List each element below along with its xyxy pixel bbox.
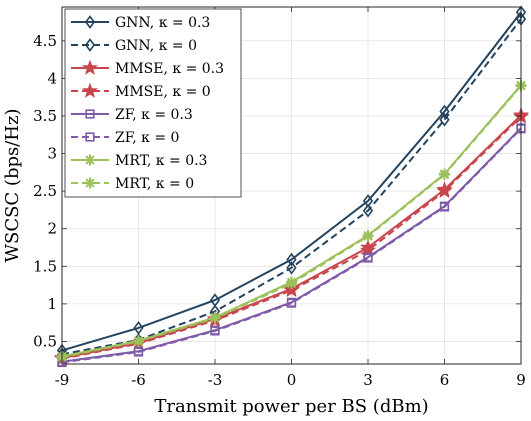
x-tick-label: 9 [516,371,526,389]
legend-box [64,8,242,198]
y-tick-label: 2.5 [33,182,57,200]
data-point [439,202,450,212]
y-tick-label: 3 [47,145,57,163]
data-point [439,169,450,181]
legend-marker [85,109,95,119]
data-point [363,253,373,263]
legend-marker [84,177,96,189]
legend-label: MRT, κ = 0 [115,176,194,192]
x-tick-label: 0 [287,371,297,389]
plot-series [53,5,530,368]
legend-marker [84,15,96,29]
legend-label: GNN, κ = 0 [115,38,197,54]
legend-label: GNN, κ = 0.3 [115,15,210,31]
x-tick-label: -6 [131,371,146,389]
legend-label: MMSE, κ = 0 [115,84,211,100]
data-point [133,347,144,357]
y-tick-label: 1 [47,295,57,313]
x-tick-label: -9 [55,371,70,389]
y-tick-label: 4 [47,69,57,87]
y-tick-label: 4.5 [33,32,57,50]
y-tick-label: 0.5 [33,332,57,350]
y-tick-label: 1.5 [33,257,57,275]
series-line [61,11,522,352]
data-point [439,112,450,127]
data-point [283,281,300,298]
legend-label: MRT, κ = 0.3 [115,153,207,169]
x-tick-label: -3 [208,371,223,389]
data-point [436,182,453,198]
series-line [61,128,522,364]
data-point [209,312,221,324]
data-point [286,278,297,290]
data-point [286,298,297,308]
x-axis-label: Transmit power per BS (dBm) [154,396,428,417]
legend-marker [84,154,96,166]
x-tick-label: 3 [363,371,373,389]
legend-item: MRT, κ = 0 [71,176,194,192]
x-tick-label: 6 [440,371,450,389]
data-point [439,104,450,119]
legend-item: GNN, κ = 0 [71,38,197,54]
legend-marker [81,59,99,75]
data-point [286,260,297,275]
data-point [210,326,220,336]
legend-item: MMSE, κ = 0 [71,82,211,100]
legend-item: GNN, κ = 0.3 [71,15,210,31]
legend-marker [84,38,96,52]
legend-item: MRT, κ = 0.3 [71,153,207,169]
y-axis-label: WSCSC (bps/Hz) [2,108,23,262]
legend-label: ZF, κ = 0.3 [115,107,193,123]
axis-ticks: -9 -6 -3 0 3 6 9 0.5 1 1.5 2 2.5 3 3.5 4 4.5 [33,7,526,389]
legend-item: MMSE, κ = 0.3 [71,59,224,77]
legend-item: ZF, κ = 0 [71,130,179,146]
y-tick-label: 3.5 [33,107,57,125]
data-point [362,230,374,242]
data-point [133,335,144,347]
data-point [362,203,374,218]
y-tick-label: 2 [47,220,57,238]
legend-item: ZF, κ = 0.3 [71,107,193,123]
legend-marker [81,82,99,98]
legend-label: ZF, κ = 0 [115,130,179,146]
legend: GNN, κ = 0.3 GNN, κ = 0 MMSE, κ = 0.3 MMSE,… [64,8,242,198]
legend-marker [85,132,95,142]
legend-label: MMSE, κ = 0.3 [115,61,224,77]
data-point [286,252,297,267]
